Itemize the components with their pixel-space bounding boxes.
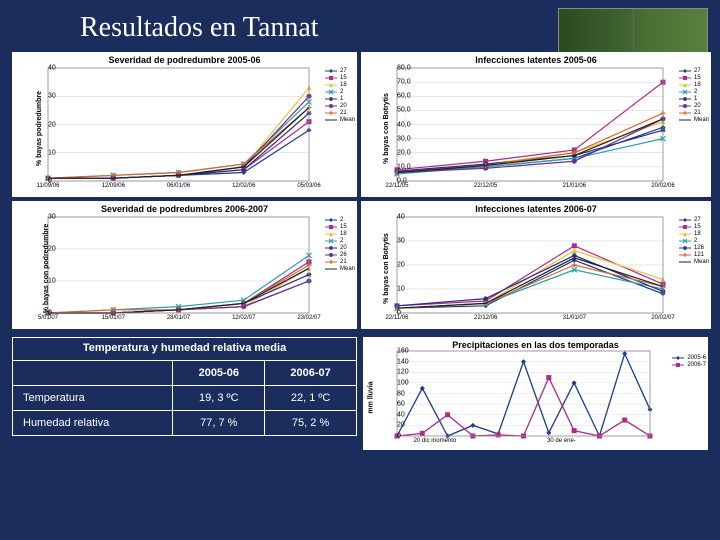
legend-label: 27 (694, 68, 701, 74)
chart-precip: Precipitaciones en las dos temporadas020… (363, 337, 708, 450)
legend-label: 15 (694, 224, 701, 230)
legend-item: Mean (325, 117, 355, 123)
legend-label: 2 (340, 217, 343, 223)
legend-label: Mean (694, 259, 709, 265)
x-tick: 12/02/06 (232, 183, 255, 189)
x-tick: 22/12/06 (474, 315, 497, 321)
legend-item: 2006-7 (672, 362, 706, 368)
x-tick: 20/02/06 (651, 183, 674, 189)
table-row: Humedad relativa 77, 7 % 75, 2 % (13, 411, 357, 436)
charts-grid: Severidad de podredumbre 2005-0601020304… (0, 52, 720, 329)
legend-label: 20 (694, 103, 701, 109)
legend-label: Mean (340, 117, 355, 123)
climate-table: 2005-06 2006-07 Temperatura 19, 3 ºC 22,… (12, 360, 357, 436)
legend-label: 21 (340, 110, 347, 116)
x-tick: 23/02/07 (297, 315, 320, 321)
climate-table-wrap: Temperatura y humedad relativa media 200… (12, 337, 357, 450)
x-tick: 22/11/06 (386, 315, 409, 321)
legend-label: Mean (340, 266, 355, 272)
legend-label: 1 (340, 96, 343, 102)
x-tick: 21/01/06 (563, 183, 586, 189)
x-tick: 28/01/07 (167, 315, 190, 321)
legend-label: 18 (340, 82, 347, 88)
table-row: Temperatura 19, 3 ºC 22, 1 ºC (13, 386, 357, 411)
table-caption: Temperatura y humedad relativa media (12, 337, 357, 360)
legend-label: 1 (694, 96, 697, 102)
legend-label: 2005-6 (687, 355, 706, 361)
legend-label: 2 (340, 89, 343, 95)
chart-legend: 271518212021Mean (325, 68, 355, 124)
legend-label: 121 (694, 252, 704, 258)
legend-item: Mean (679, 259, 709, 265)
legend-label: 26 (340, 252, 347, 258)
x-tick: 06/01/06 (167, 183, 190, 189)
legend-label: 126 (694, 245, 704, 251)
chart-legend: 271518212021Mean (679, 68, 709, 124)
table-cell-label: Temperatura (13, 386, 173, 411)
table-header-row: 2005-06 2006-07 (13, 361, 357, 386)
legend-label: 2 (694, 89, 697, 95)
legend-label: 21 (694, 110, 701, 116)
x-tick: 22/11/05 (386, 183, 409, 189)
table-cell-label: Humedad relativa (13, 411, 173, 436)
table-header-0607: 2006-07 (265, 361, 357, 386)
chart-legend: 2715182126121Mean (679, 217, 709, 266)
legend-label: 2006-7 (687, 362, 706, 368)
x-tick: 20/02/07 (651, 315, 674, 321)
x-tick: 11/09/06 (37, 183, 60, 189)
legend-label: Mean (694, 117, 709, 123)
legend-label: 18 (694, 82, 701, 88)
table-cell-value: 77, 7 % (173, 411, 265, 436)
legend-label: 2 (340, 238, 343, 244)
legend-label: 2 (694, 238, 697, 244)
x-tick: 22/12/05 (474, 183, 497, 189)
legend-label: 20 (340, 245, 347, 251)
chart-inf-0607: Infecciones latentes 2006-0701020304022/… (361, 201, 711, 329)
legend-label: 15 (340, 75, 347, 81)
x-tick: 05/03/06 (297, 183, 320, 189)
table-header-0506: 2005-06 (173, 361, 265, 386)
table-header-blank (13, 361, 173, 386)
legend-item: Mean (325, 266, 355, 272)
chart-sev-0607: Severidad de podredumbres 2006-200701020… (12, 201, 357, 329)
chart-sev-0506: Severidad de podredumbre 2005-0601020304… (12, 52, 357, 197)
table-cell-value: 22, 1 ºC (265, 386, 357, 411)
x-tick: 12/02/07 (232, 315, 255, 321)
table-cell-value: 75, 2 % (265, 411, 357, 436)
bottom-row: Temperatura y humedad relativa media 200… (0, 329, 720, 450)
x-tick: 30 de ene- (547, 438, 576, 444)
legend-label: 20 (340, 103, 347, 109)
legend-label: 27 (340, 68, 347, 74)
legend-label: 21 (340, 259, 347, 265)
legend-label: 15 (694, 75, 701, 81)
chart-legend: 2005-62006-7 (672, 355, 706, 369)
x-tick: 15/01/07 (102, 315, 125, 321)
chart-legend: 215182202621Mean (325, 217, 355, 273)
chart-inf-0506: Infecciones latentes 2005-060,010,020,03… (361, 52, 711, 197)
y-label: % bayas con podredumbre (43, 224, 50, 313)
legend-label: 15 (340, 224, 347, 230)
legend-label: 18 (340, 231, 347, 237)
legend-item: Mean (679, 117, 709, 123)
y-label: % bayas con Botrytis (383, 233, 390, 304)
x-tick: 20 dic momento (414, 438, 457, 444)
legend-label: 27 (694, 217, 701, 223)
table-cell-value: 19, 3 ºC (173, 386, 265, 411)
legend-label: 18 (694, 231, 701, 237)
y-label: mm lluvia (368, 381, 375, 413)
x-tick: 12/09/06 (102, 183, 125, 189)
x-tick: 5/01/07 (38, 315, 58, 321)
y-label: % bayas con Botrytis (383, 93, 390, 164)
y-label: % bayas podredumbre (36, 90, 43, 165)
x-tick: 31/01/07 (563, 315, 586, 321)
